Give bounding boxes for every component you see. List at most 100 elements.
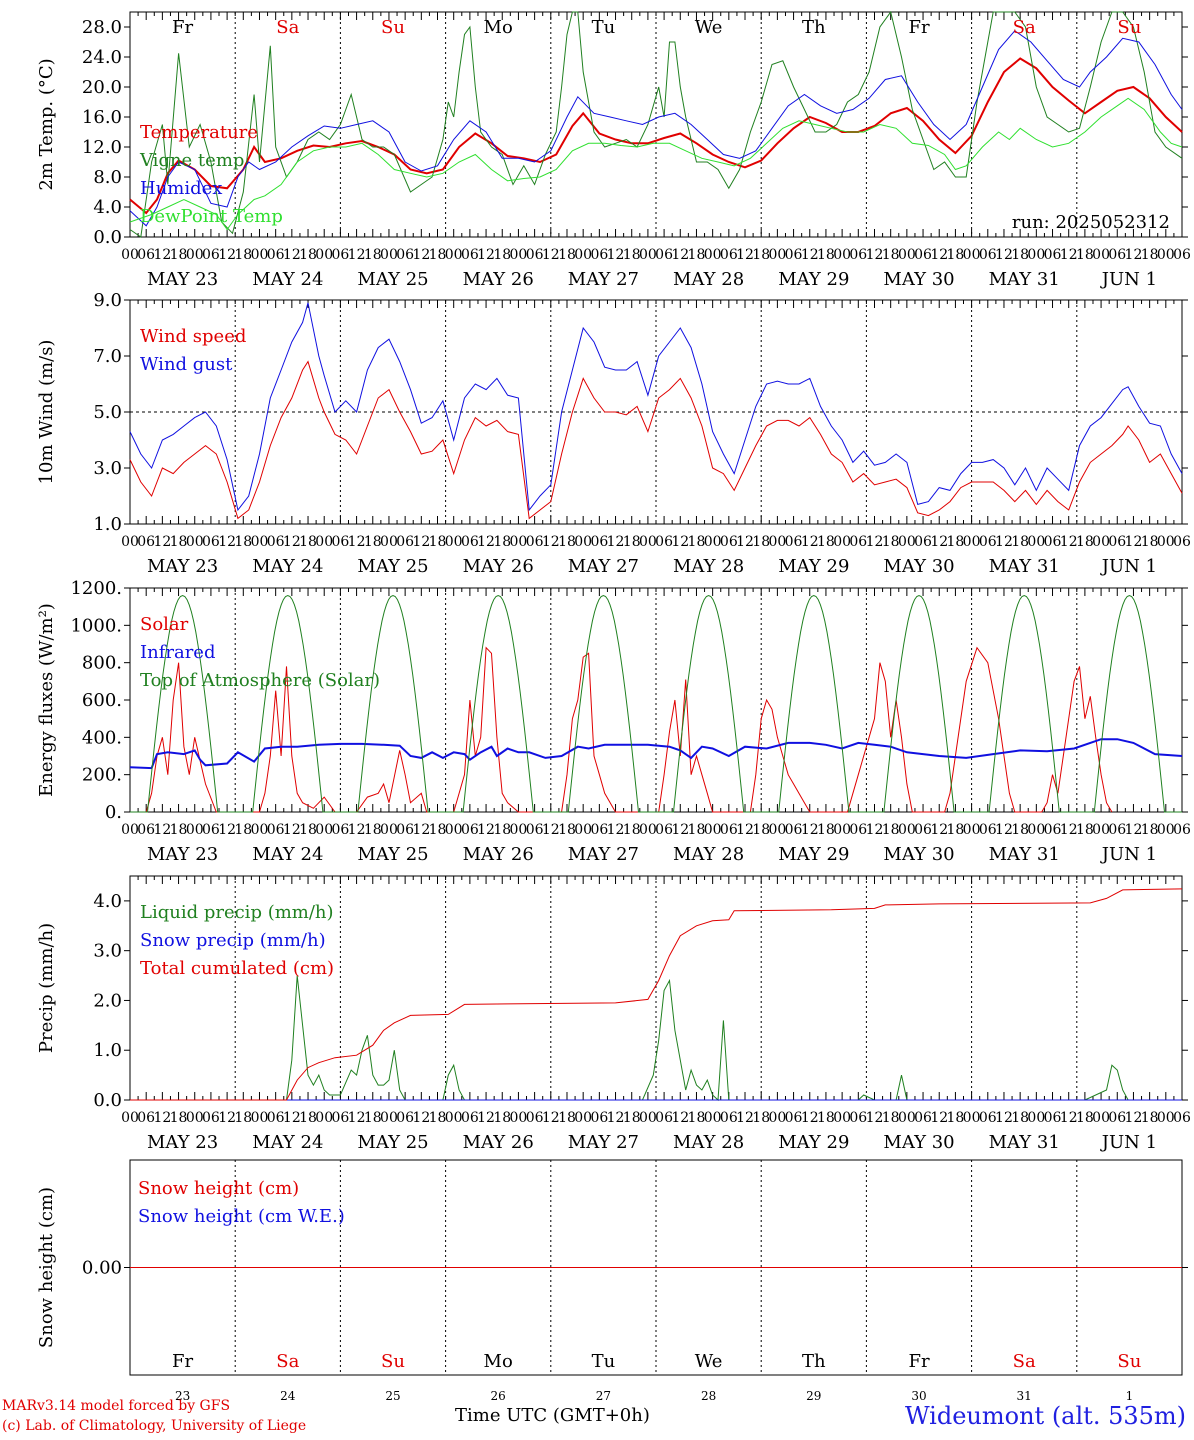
- x-tick-label: 12: [542, 822, 560, 838]
- x-tick-label: 06: [590, 534, 608, 550]
- x-tick-label: 12: [412, 822, 430, 838]
- y-tick-label: 12.0: [82, 137, 122, 158]
- day-number: 25: [385, 1389, 400, 1403]
- x-tick-label: 06: [914, 1110, 932, 1126]
- x-tick-label: 06: [1108, 247, 1126, 263]
- weekday-label: Th: [802, 17, 826, 38]
- x-tick-label: 18: [1011, 534, 1029, 550]
- x-day-label: MAY 24: [252, 269, 323, 290]
- x-tick-label: 18: [623, 822, 641, 838]
- x-tick-label: 12: [218, 1110, 236, 1126]
- x-tick-label: 12: [542, 1110, 560, 1126]
- x-tick-label: 18: [623, 534, 641, 550]
- x-tick-label: 06: [396, 1110, 414, 1126]
- x-tick-label: 18: [688, 1110, 706, 1126]
- x-tick-label: 00: [1092, 534, 1110, 550]
- x-tick-label: 06: [849, 822, 867, 838]
- weekday-label: Su: [1117, 1351, 1141, 1372]
- x-tick-label: 00: [898, 822, 916, 838]
- x-tick-label: 00: [963, 247, 981, 263]
- y-tick-label: 800.: [82, 653, 122, 674]
- x-tick-label: 00: [1027, 534, 1045, 550]
- weekday-label: Th: [802, 1351, 826, 1372]
- x-tick-label: 18: [882, 534, 900, 550]
- panel-0: [124, 10, 1188, 238]
- x-day-label: MAY 30: [883, 1132, 954, 1153]
- series-line-vigne-temp: [129, 10, 1183, 238]
- x-tick-label: 00: [445, 247, 463, 263]
- x-tick-label: 18: [170, 534, 188, 550]
- model-credit: MARv3.14 model forced by GFS: [2, 1398, 231, 1414]
- x-tick-label: 12: [1125, 534, 1143, 550]
- weekday-label: Fr: [172, 1351, 193, 1372]
- x-day-label: MAY 29: [778, 556, 849, 577]
- x-tick-label: 00: [963, 1110, 981, 1126]
- x-tick-label: 18: [364, 1110, 382, 1126]
- x-tick-label: 18: [234, 822, 252, 838]
- panel-2: [124, 587, 1188, 813]
- x-tick-label: 06: [267, 534, 285, 550]
- x-tick-label: 18: [170, 1110, 188, 1126]
- x-day-label: MAY 24: [252, 1132, 323, 1153]
- x-tick-label: 00: [510, 534, 528, 550]
- x-tick-label: 00: [445, 822, 463, 838]
- x-tick-label: 18: [1141, 1110, 1159, 1126]
- x-day-label: MAY 29: [778, 1132, 849, 1153]
- x-tick-label: 00: [186, 534, 204, 550]
- x-tick-label: 00: [186, 822, 204, 838]
- x-day-label: MAY 24: [252, 556, 323, 577]
- x-day-label: JUN 1: [1100, 1132, 1157, 1153]
- x-tick-label: 12: [477, 822, 495, 838]
- x-axis-label: Time UTC (GMT+0h): [455, 1405, 650, 1426]
- x-tick-label: 06: [461, 822, 479, 838]
- x-tick-label: 06: [137, 247, 155, 263]
- x-day-label: MAY 31: [989, 1132, 1060, 1153]
- x-tick-label: 12: [995, 247, 1013, 263]
- x-tick-label: 18: [170, 822, 188, 838]
- y-tick-label: 3.0: [93, 458, 122, 479]
- day-number: 31: [1017, 1389, 1032, 1403]
- x-day-label: MAY 25: [357, 556, 428, 577]
- weekday-label: Fr: [908, 17, 929, 38]
- x-tick-label: 00: [704, 534, 722, 550]
- x-tick-label: 06: [655, 822, 673, 838]
- x-tick-label: 18: [752, 1110, 770, 1126]
- x-tick-label: 06: [1108, 1110, 1126, 1126]
- x-tick-label: 00: [315, 247, 333, 263]
- x-tick-label: 00: [768, 534, 786, 550]
- x-day-label: MAY 29: [778, 269, 849, 290]
- x-tick-label: 06: [526, 822, 544, 838]
- x-tick-label: 12: [283, 247, 301, 263]
- x-day-label: MAY 28: [673, 844, 744, 865]
- x-tick-label: 00: [833, 1110, 851, 1126]
- x-tick-label: 18: [752, 247, 770, 263]
- x-tick-label: 00: [510, 247, 528, 263]
- x-tick-label: 18: [1011, 1110, 1029, 1126]
- x-day-label: MAY 25: [357, 269, 428, 290]
- x-tick-label: 18: [234, 1110, 252, 1126]
- x-tick-label: 12: [671, 1110, 689, 1126]
- x-tick-label: 18: [882, 1110, 900, 1126]
- x-tick-label: 12: [801, 247, 819, 263]
- x-tick-label: 06: [331, 534, 349, 550]
- y-tick-label: 200.: [82, 765, 122, 786]
- x-day-label: MAY 31: [989, 556, 1060, 577]
- x-tick-label: 00: [510, 822, 528, 838]
- x-tick-label: 00: [768, 822, 786, 838]
- x-tick-label: 18: [1076, 1110, 1094, 1126]
- x-tick-label: 06: [202, 1110, 220, 1126]
- x-tick-label: 12: [607, 247, 625, 263]
- x-day-label: MAY 28: [673, 556, 744, 577]
- panel-1: [124, 299, 1188, 525]
- x-day-label: MAY 26: [463, 556, 534, 577]
- x-tick-label: 06: [1044, 822, 1062, 838]
- x-tick-label: 06: [1173, 247, 1191, 263]
- legend-entry: Wind speed: [140, 326, 246, 347]
- x-tick-label: 00: [898, 534, 916, 550]
- x-tick-label: 18: [817, 822, 835, 838]
- x-tick-label: 12: [866, 247, 884, 263]
- x-day-label: MAY 27: [568, 1132, 639, 1153]
- weekday-label: Sa: [1013, 1351, 1036, 1372]
- y-tick-label: 9.0: [93, 290, 122, 311]
- x-tick-label: 00: [574, 822, 592, 838]
